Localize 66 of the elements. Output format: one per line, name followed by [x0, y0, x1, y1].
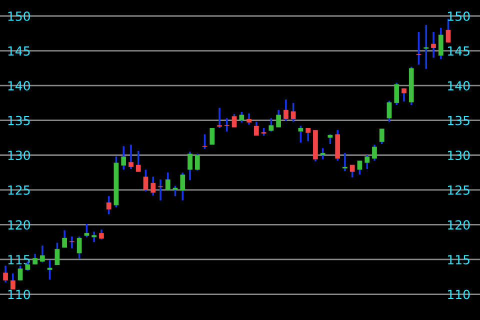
candlestick [224, 117, 230, 132]
candlestick [268, 117, 274, 132]
candlestick [92, 230, 97, 243]
candlestick [128, 144, 134, 170]
candlestick [150, 176, 156, 196]
candlestick [431, 31, 436, 59]
candlestick [136, 150, 141, 173]
y2-tick-label: 110 [448, 290, 470, 300]
candlestick [165, 172, 170, 191]
y2-tick-label: 115 [448, 255, 470, 264]
candlestick [10, 272, 16, 290]
candlestick [254, 120, 259, 137]
y-tick-label: 150 [8, 11, 30, 21]
candlestick [32, 253, 38, 266]
candlestick [438, 26, 444, 60]
candlestick [84, 223, 90, 238]
candlestick [379, 128, 384, 145]
y2-tick-label: 145 [448, 46, 470, 56]
y-tick-label: 115 [8, 255, 30, 264]
y2-tick-label: 125 [448, 185, 470, 195]
candlestick [306, 127, 311, 142]
candlestick [121, 145, 126, 171]
y-tick-label: 130 [8, 150, 30, 160]
y2-tick-label: 150 [448, 11, 470, 21]
candlestick [76, 236, 82, 260]
candlestick [239, 111, 244, 124]
candlestick [276, 109, 281, 128]
candlestick [394, 82, 400, 106]
candlestick [40, 244, 45, 264]
candlestick [202, 133, 208, 150]
y-tick-label: 125 [8, 185, 30, 195]
candlestick [232, 113, 237, 128]
candlestick [106, 195, 112, 216]
candlestick [246, 112, 252, 126]
candlestick [386, 100, 392, 123]
candlestick [372, 144, 377, 162]
candlestick [290, 102, 296, 123]
candlestick [217, 106, 222, 129]
candlestick [194, 152, 200, 172]
y-tick-label: 120 [8, 220, 30, 230]
candlestick [3, 264, 8, 284]
y2-tick-label: 130 [448, 150, 470, 160]
candlestick [180, 172, 186, 202]
candlestick [143, 168, 148, 192]
candlestick [298, 125, 304, 144]
candlestick [320, 147, 326, 160]
candlestick [62, 229, 67, 249]
candlestick [416, 31, 422, 66]
candlestick [350, 164, 355, 178]
candlestick [342, 152, 348, 172]
candlestick [18, 264, 23, 282]
candlestick [210, 127, 215, 146]
candlestick [402, 87, 406, 102]
y-tick-label: 110 [8, 290, 30, 300]
y2-tick-label: 140 [448, 81, 470, 90]
y2-tick-label: 120 [448, 220, 470, 230]
y-tick-label: 140 [8, 81, 30, 90]
y-tick-label: 135 [8, 116, 30, 126]
candlestick [188, 150, 192, 182]
candlestick [284, 98, 288, 122]
y2-tick-label: 135 [448, 116, 470, 126]
y-tick-label: 145 [8, 46, 30, 56]
candlestick [364, 154, 370, 170]
candlestick [54, 242, 60, 266]
candlestick [99, 228, 104, 240]
candlestick [357, 160, 362, 176]
